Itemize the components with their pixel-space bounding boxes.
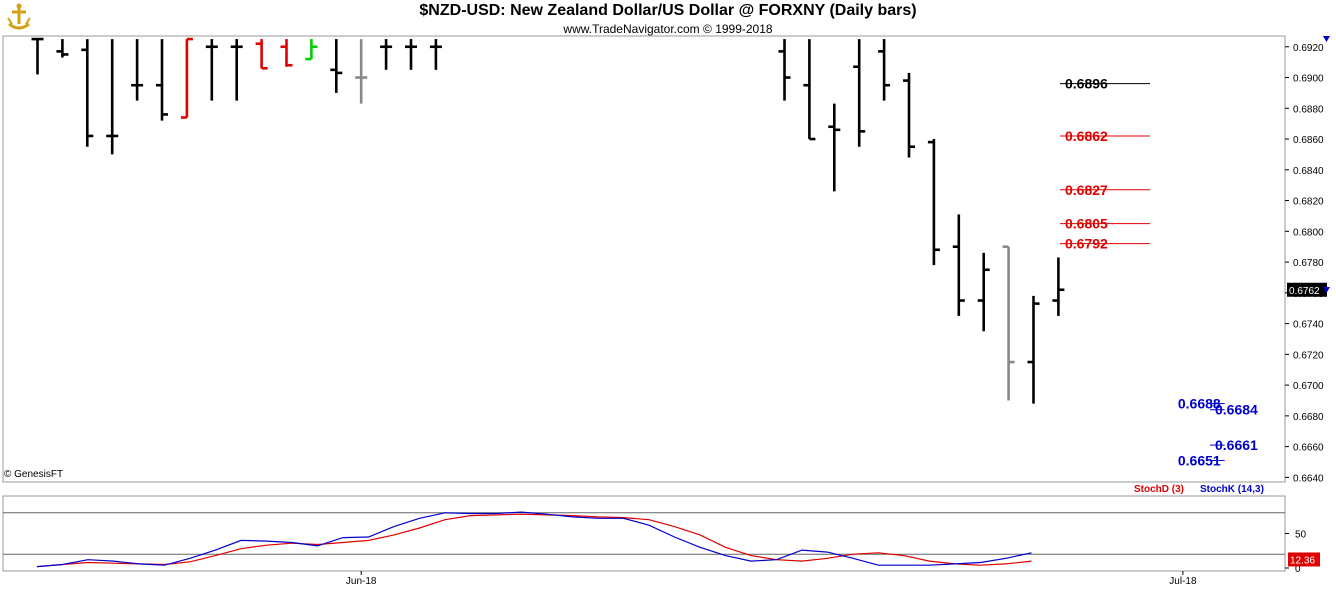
chart-title: $NZD-USD: New Zealand Dollar/US Dollar @… xyxy=(419,2,917,19)
level-label: 0.6661 xyxy=(1215,437,1258,453)
level-label: 0.6688 xyxy=(1178,396,1221,412)
ohlc-bar xyxy=(405,39,417,70)
level-label: 0.6827 xyxy=(1065,182,1108,198)
ohlc-bar xyxy=(1027,295,1040,404)
price-tick-label: 0.6800 xyxy=(1293,227,1324,238)
ohlc-bar xyxy=(778,39,791,101)
x-tick-label: Jun-18 xyxy=(346,576,377,587)
scroll-up-icon xyxy=(1323,36,1330,42)
price-tick-label: 0.6820 xyxy=(1293,197,1324,208)
ohlc-bar xyxy=(305,39,318,61)
ohlc-bar xyxy=(429,39,442,70)
ohlc-bar xyxy=(952,214,965,316)
current-price-label: 0.6762 xyxy=(1289,286,1320,297)
stoch-panel-frame xyxy=(2,495,1286,572)
level-label: 0.6805 xyxy=(1065,216,1108,232)
level-label: 0.6792 xyxy=(1065,236,1108,252)
price-tick-label: 0.6700 xyxy=(1293,381,1324,392)
ohlc-bar xyxy=(977,252,990,332)
scroll-icon xyxy=(1323,287,1330,293)
ohlc-bar xyxy=(131,39,144,101)
price-tick-label: 0.6640 xyxy=(1293,473,1324,484)
ohlc-bar xyxy=(81,39,94,147)
stoch-tick-label: 50 xyxy=(1295,530,1307,541)
ohlc-bar xyxy=(1052,257,1065,316)
price-tick-label: 0.6680 xyxy=(1293,412,1324,423)
ohlc-bar xyxy=(355,39,368,104)
legend-stoch-k: StochK (14,3) xyxy=(1200,484,1264,495)
price-tick-label: 0.6920 xyxy=(1293,43,1324,54)
ohlc-bar xyxy=(803,39,816,141)
price-tick-label: 0.6660 xyxy=(1293,443,1324,454)
ohlc-bar xyxy=(853,39,866,147)
ohlc-bar xyxy=(828,103,841,192)
level-label: 0.6684 xyxy=(1215,402,1258,418)
ohlc-bar xyxy=(106,39,119,155)
ohlc-bar xyxy=(878,39,891,101)
ohlc-bar xyxy=(56,39,69,58)
ohlc-bar xyxy=(180,37,193,119)
price-tick-label: 0.6740 xyxy=(1293,320,1324,331)
ohlc-bar xyxy=(1002,245,1015,401)
legend-stoch-d: StochD (3) xyxy=(1134,484,1184,495)
copyright-label: © GenesisFT xyxy=(4,469,64,480)
ohlc-bar xyxy=(230,39,243,101)
ohlc-bar xyxy=(280,39,293,67)
ohlc-bar xyxy=(255,39,268,70)
price-panel-frame xyxy=(2,35,1286,483)
price-tick-label: 0.6780 xyxy=(1293,258,1324,269)
price-tick-label: 0.6720 xyxy=(1293,350,1324,361)
price-tick-label: 0.6900 xyxy=(1293,74,1324,85)
stoch-tick-label: 0 xyxy=(1295,564,1301,575)
ohlc-bar xyxy=(330,39,343,93)
level-label: 0.6651 xyxy=(1178,452,1221,468)
price-tick-label: 0.6860 xyxy=(1293,135,1324,146)
stoch-current-label: 12.36 xyxy=(1290,555,1315,566)
stoch-series-line xyxy=(36,511,1032,568)
stoch-current-box xyxy=(1288,552,1320,567)
ohlc-bar xyxy=(156,39,168,121)
price-tick-label: 0.6880 xyxy=(1293,104,1324,115)
genesis-logo-icon xyxy=(7,3,31,30)
current-price-box xyxy=(1287,282,1327,297)
ohlc-bar xyxy=(927,139,940,266)
level-label: 0.6862 xyxy=(1065,128,1108,144)
level-label: 0.6896 xyxy=(1065,76,1108,92)
x-tick-label: Jul-18 xyxy=(1169,576,1197,587)
chart-subtitle: www.TradeNavigator.com © 1999-2018 xyxy=(563,22,773,36)
ohlc-bar xyxy=(380,39,393,70)
ohlc-bar xyxy=(903,72,915,158)
stoch-series-line xyxy=(36,513,1032,568)
ohlc-bar xyxy=(31,37,44,75)
price-tick-label: 0.6840 xyxy=(1293,166,1324,177)
ohlc-bar xyxy=(205,39,218,101)
